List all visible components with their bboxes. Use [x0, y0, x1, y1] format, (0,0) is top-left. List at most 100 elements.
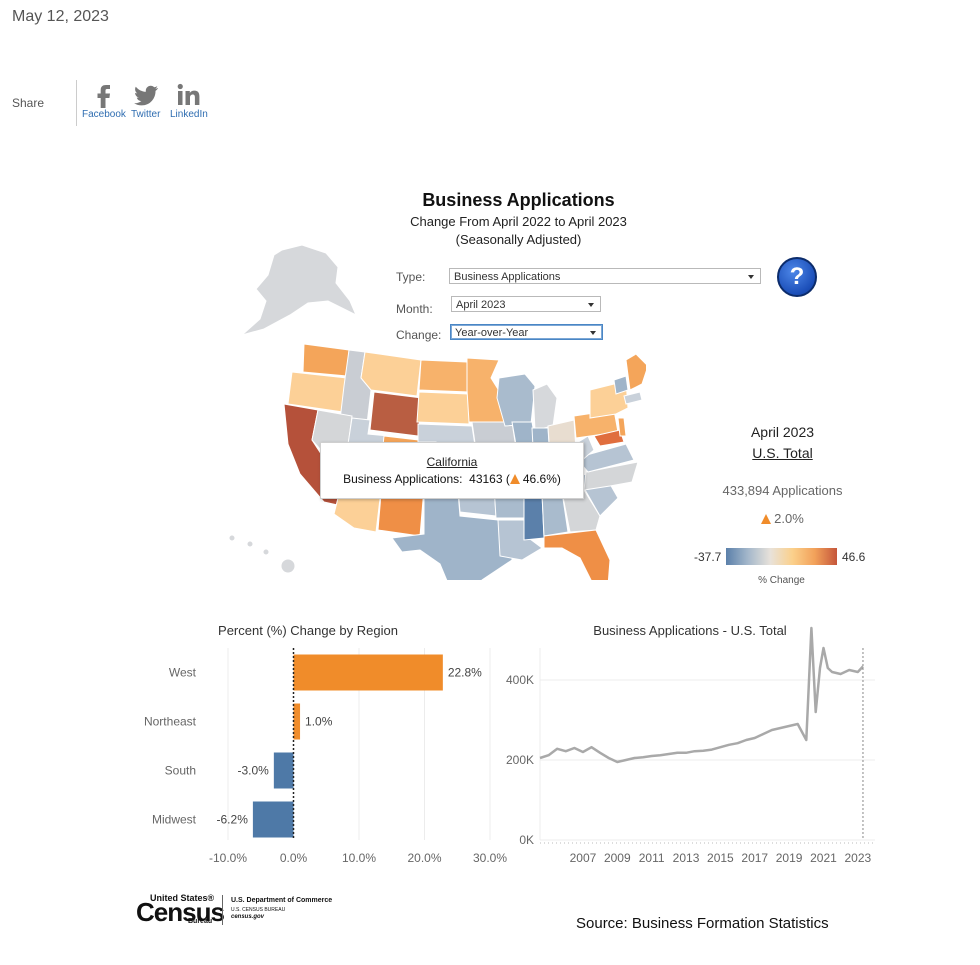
bar-value-label: -3.0%: [237, 764, 269, 778]
publish-date: May 12, 2023: [12, 8, 109, 25]
state-maine[interactable]: [625, 353, 646, 391]
line-y-tick-label: 400K: [506, 673, 534, 687]
change-select[interactable]: Year-over-Year: [450, 324, 603, 340]
line-x-tick-label: 2021: [810, 851, 837, 865]
share-facebook-label: Facebook: [82, 109, 126, 120]
line-x-tick-label: 2007: [570, 851, 597, 865]
state-vermont-nh[interactable]: [613, 375, 629, 395]
facebook-icon: [97, 85, 110, 108]
help-button[interactable]: ?: [777, 257, 817, 297]
state-hawaii-island[interactable]: [280, 558, 296, 574]
dashboard-subtitle: Change From April 2022 to April 2023: [410, 214, 627, 229]
state-north-carolina[interactable]: [583, 461, 639, 491]
state-virginia[interactable]: [575, 443, 635, 473]
bar-northeast: [293, 703, 301, 740]
bar-x-tick-label: 10.0%: [342, 851, 376, 865]
total-applications: 433,894 Applications: [722, 483, 843, 498]
total-change: 2.0%: [700, 511, 865, 526]
help-question-icon: ?: [789, 263, 805, 290]
bar-category-label: Midwest: [152, 813, 197, 827]
logo-united-states: United States®: [150, 893, 215, 903]
change-filter-label: Change:: [396, 328, 442, 342]
bar-category-label: West: [169, 666, 197, 680]
bar-x-tick-label: 0.0%: [280, 851, 308, 865]
line-x-tick-label: 2017: [741, 851, 768, 865]
line-x-tick-label: 2023: [844, 851, 871, 865]
logo-website: census.gov: [231, 914, 265, 920]
bar-category-label: South: [165, 764, 196, 778]
state-massachusetts[interactable]: [623, 391, 643, 405]
tooltip-value-line: Business Applications: 43163 (46.6%): [343, 472, 561, 486]
type-filter-label: Type:: [396, 270, 426, 284]
logo-separator: [222, 895, 223, 925]
total-change-value: 2.0%: [774, 511, 804, 526]
type-select-value: Business Applications: [454, 271, 561, 283]
dashboard-subtitle-adjusted: (Seasonally Adjusted): [455, 232, 582, 247]
share-twitter-label: Twitter: [131, 109, 161, 120]
legend-min: -37.7: [694, 550, 722, 564]
share-linkedin-label: LinkedIn: [170, 109, 208, 120]
twitter-icon: [133, 85, 158, 106]
total-month: April 2023: [750, 424, 815, 440]
line-x-tick-label: 2015: [707, 851, 734, 865]
tooltip-state-name: California: [426, 455, 478, 469]
bar-x-tick-label: 30.0%: [473, 851, 507, 865]
bar-value-label: 22.8%: [448, 666, 482, 680]
line-y-tick-label: 200K: [506, 753, 534, 767]
type-select[interactable]: Business Applications: [449, 268, 761, 284]
bar-south: [273, 752, 294, 789]
month-select-value: April 2023: [456, 299, 506, 311]
share-facebook-button[interactable]: Facebook: [82, 82, 126, 120]
bar-category-label: Northeast: [144, 715, 197, 729]
hawaii-islet: [246, 540, 254, 548]
legend-label: % Change: [758, 575, 805, 586]
source-note: Source: Business Formation Statistics: [576, 915, 829, 932]
legend-max: 46.6: [842, 550, 866, 564]
tooltip-change: 46.6%: [522, 472, 557, 486]
line-x-tick-label: 2013: [673, 851, 700, 865]
chevron-down-icon: [588, 303, 594, 307]
state-new-jersey[interactable]: [617, 417, 627, 437]
total-title: U.S. Total: [752, 445, 813, 461]
share-twitter-button[interactable]: Twitter: [131, 82, 160, 120]
bar-x-tick-label: 20.0%: [407, 851, 441, 865]
share-divider: [76, 80, 77, 126]
state-south-dakota[interactable]: [416, 391, 470, 425]
triangle-up-icon: [509, 474, 520, 484]
line-x-tick-label: 2019: [776, 851, 803, 865]
logo-census: Census: [136, 897, 225, 927]
line-x-tick-label: 2011: [639, 851, 665, 865]
bar-x-tick-label: -10.0%: [209, 851, 247, 865]
bar-value-label: -6.2%: [217, 813, 249, 827]
triangle-up-icon: [761, 514, 772, 524]
bar-midwest: [252, 801, 294, 838]
state-texas[interactable]: [391, 489, 513, 580]
month-filter-label: Month:: [396, 302, 433, 316]
logo-bureau-name: U.S. CENSUS BUREAU: [231, 907, 286, 913]
tooltip-metric-label: Business Applications:: [343, 472, 463, 486]
state-montana[interactable]: [360, 351, 422, 397]
line-series-us-total: [539, 626, 864, 764]
state-alaska[interactable]: [241, 244, 357, 336]
state-michigan[interactable]: [532, 383, 558, 431]
line-x-tick-label: 2009: [604, 851, 631, 865]
state-maryland-delaware[interactable]: [593, 429, 625, 447]
chevron-down-icon: [590, 331, 596, 335]
dashboard-title: Business Applications: [422, 190, 615, 210]
share-label: Share: [12, 96, 45, 110]
share-linkedin-button[interactable]: LinkedIn: [170, 82, 208, 120]
logo-bureau: Bureau: [188, 918, 213, 925]
logo-dept: U.S. Department of Commerce: [231, 897, 333, 904]
bar-west: [293, 654, 443, 691]
bar-chart-title: Percent (%) Change by Region: [218, 623, 398, 638]
chevron-down-icon: [748, 275, 754, 279]
linkedin-icon: [177, 83, 200, 105]
bar-value-label: 1.0%: [305, 715, 333, 729]
map-tooltip: California Business Applications: 43163 …: [320, 442, 584, 499]
line-y-tick-label: 0K: [519, 833, 534, 847]
state-florida[interactable]: [543, 529, 611, 580]
hawaii-islet: [262, 548, 270, 556]
hawaii-islet: [228, 534, 236, 542]
month-select[interactable]: April 2023: [451, 296, 601, 312]
